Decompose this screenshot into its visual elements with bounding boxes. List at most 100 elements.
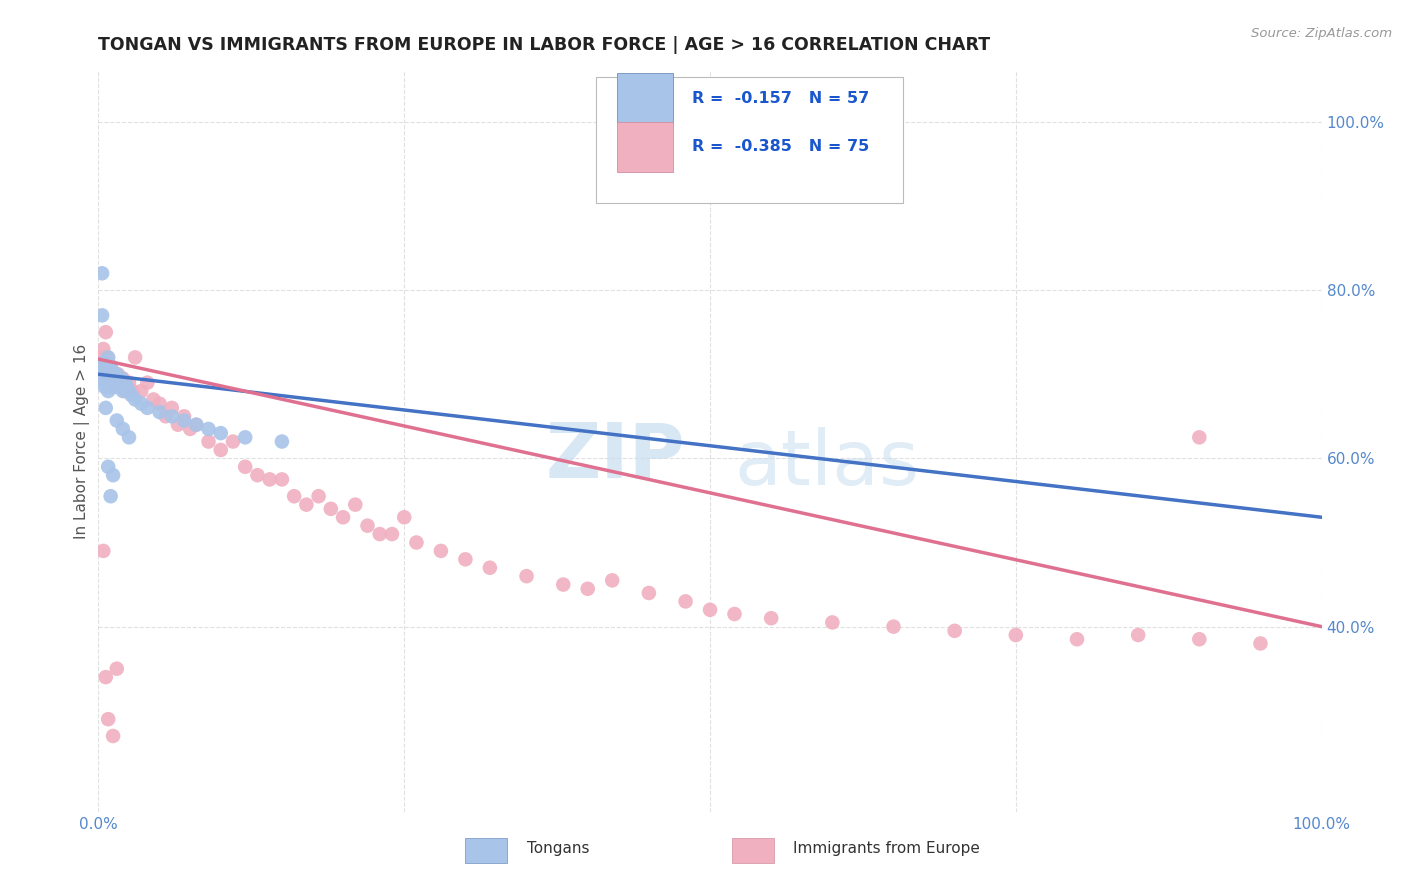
Point — [94, 325, 117, 339]
Point — [136, 376, 159, 390]
Point — [356, 518, 378, 533]
Point — [91, 342, 114, 356]
Point — [101, 371, 124, 385]
Point — [405, 535, 427, 549]
Point — [111, 422, 134, 436]
FancyBboxPatch shape — [617, 121, 673, 172]
Point — [93, 359, 115, 373]
Point — [600, 574, 623, 588]
Point — [186, 417, 208, 432]
Point — [104, 368, 127, 382]
Point — [209, 426, 232, 441]
Point — [100, 359, 122, 373]
Point — [94, 368, 117, 382]
Point — [91, 359, 114, 373]
Point — [160, 409, 183, 424]
Point — [124, 351, 146, 365]
Point — [118, 430, 141, 444]
Point — [91, 371, 114, 385]
Point — [142, 392, 165, 407]
Point — [167, 417, 190, 432]
Point — [93, 354, 115, 368]
Point — [107, 368, 129, 382]
Point — [112, 380, 135, 394]
Point — [98, 371, 121, 385]
Point — [111, 371, 134, 385]
Point — [103, 380, 125, 394]
Text: R =  -0.157   N = 57: R = -0.157 N = 57 — [692, 90, 869, 105]
Text: Tongans: Tongans — [526, 841, 589, 856]
Point — [392, 510, 416, 524]
Point — [179, 422, 201, 436]
Point — [91, 351, 114, 365]
Text: ZIP: ZIP — [546, 419, 686, 493]
Point — [97, 368, 120, 382]
Point — [96, 351, 118, 365]
Point — [104, 368, 127, 382]
Point — [101, 729, 124, 743]
Point — [149, 397, 172, 411]
Point — [96, 371, 118, 385]
Point — [246, 468, 269, 483]
Point — [344, 498, 367, 512]
Y-axis label: In Labor Force | Age > 16: In Labor Force | Age > 16 — [75, 344, 90, 539]
FancyBboxPatch shape — [465, 838, 508, 863]
Point — [515, 569, 537, 583]
Point — [101, 376, 124, 390]
Point — [295, 498, 318, 512]
Point — [98, 359, 121, 373]
Point — [100, 489, 122, 503]
Point — [381, 527, 404, 541]
Point — [723, 607, 745, 621]
Point — [101, 363, 124, 377]
Point — [94, 401, 117, 415]
Point — [94, 670, 117, 684]
Point — [283, 489, 305, 503]
Point — [120, 388, 142, 402]
Point — [233, 459, 256, 474]
Point — [91, 266, 114, 280]
Point — [1066, 632, 1088, 647]
Point — [91, 363, 114, 377]
Point — [332, 510, 354, 524]
Point — [1128, 628, 1150, 642]
Point — [111, 371, 134, 385]
Point — [675, 594, 697, 608]
Point — [105, 662, 128, 676]
Point — [90, 368, 112, 382]
Text: TONGAN VS IMMIGRANTS FROM EUROPE IN LABOR FORCE | AGE > 16 CORRELATION CHART: TONGAN VS IMMIGRANTS FROM EUROPE IN LABO… — [98, 36, 991, 54]
Point — [100, 368, 122, 382]
Point — [186, 417, 208, 432]
Point — [108, 380, 131, 394]
Point — [149, 405, 172, 419]
Point — [368, 527, 391, 541]
Point — [118, 376, 141, 390]
Point — [197, 434, 219, 449]
Point — [110, 376, 132, 390]
Point — [136, 401, 159, 415]
Point — [98, 368, 121, 382]
Point — [121, 384, 143, 398]
Point — [160, 401, 183, 415]
Point — [100, 380, 122, 394]
Point — [101, 368, 124, 382]
Point — [883, 619, 905, 633]
Point — [155, 409, 177, 424]
Point — [222, 434, 245, 449]
Point — [943, 624, 966, 638]
Point — [1004, 628, 1026, 642]
FancyBboxPatch shape — [596, 77, 903, 203]
Point — [1188, 430, 1211, 444]
FancyBboxPatch shape — [733, 838, 773, 863]
Point — [308, 489, 330, 503]
Point — [105, 376, 128, 390]
Point — [454, 552, 477, 566]
Text: Immigrants from Europe: Immigrants from Europe — [793, 841, 980, 856]
Point — [270, 434, 294, 449]
Point — [101, 468, 124, 483]
Point — [553, 577, 575, 591]
Point — [821, 615, 844, 630]
Point — [478, 560, 501, 574]
Point — [1249, 636, 1271, 650]
Point — [103, 371, 125, 385]
